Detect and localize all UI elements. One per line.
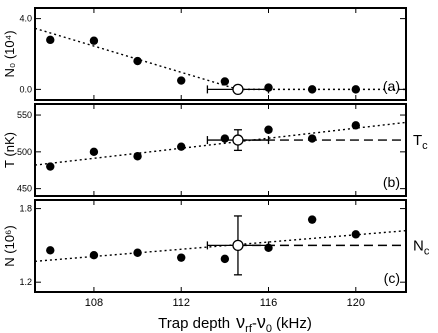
panel-label: (b) (383, 174, 400, 190)
data-point (307, 85, 317, 94)
data-point (351, 230, 361, 239)
data-point (89, 36, 99, 45)
y-tick-label: 1.8 (19, 204, 32, 214)
x-tick-label: 108 (85, 297, 103, 309)
data-point (220, 77, 230, 86)
critical-point (232, 239, 244, 252)
y-tick-label: 500 (17, 147, 32, 157)
data-point (220, 134, 230, 143)
panel-a: 4.0 0.0 (a) N₀ (10⁴) (2, 7, 407, 101)
y-axis-label: N (10⁶) (2, 225, 17, 266)
panel-frame (34, 7, 407, 101)
x-axis-label: Trap depth νrf-ν0 (kHz) (158, 312, 312, 333)
panels: 4.0 0.0 (a) N₀ (10⁴) 550 500 450 (b) T (nK) Tc 1.8… (2, 7, 430, 309)
data-point (177, 253, 186, 262)
panel-label: (c) (384, 270, 400, 286)
panel-c: 1.8 1.2 108 112 116 120 (c) N (10⁶) Nc (2, 199, 430, 309)
y-tick-label: 450 (17, 184, 32, 194)
critical-point (232, 134, 244, 146)
data-point (177, 76, 186, 85)
data-point (220, 254, 230, 264)
data-point (133, 56, 142, 66)
panel-label: (a) (383, 78, 400, 94)
data-point (264, 125, 273, 134)
data-point (351, 121, 361, 130)
panel-b: 550 500 450 (b) T (nK) Tc (2, 103, 428, 197)
y-axis-label: N₀ (10⁴) (2, 30, 17, 77)
data-point (46, 246, 55, 255)
y-tick-label: 0.0 (19, 84, 32, 94)
data-point (307, 134, 317, 143)
side-label: Tc (413, 132, 428, 152)
data-point (89, 147, 99, 157)
data-point (307, 215, 317, 224)
y-axis-label: T (nK) (2, 132, 17, 168)
y-tick-label: 4.0 (19, 14, 32, 24)
x-tick-label: 116 (260, 297, 278, 309)
data-point (133, 248, 142, 257)
data-point (46, 162, 55, 171)
fit-line-dotted (34, 121, 407, 166)
x-tick-label: 120 (347, 297, 365, 309)
y-tick-label: 550 (17, 110, 32, 120)
panel-frame (34, 103, 407, 197)
data-point (46, 35, 55, 45)
side-label: Nc (413, 237, 430, 257)
data-point (177, 142, 186, 151)
data-point (351, 85, 361, 94)
critical-point (232, 83, 244, 96)
data-point (133, 152, 142, 161)
x-tick-label: 112 (172, 297, 190, 309)
y-tick-label: 1.2 (19, 277, 32, 287)
data-point (89, 251, 99, 260)
